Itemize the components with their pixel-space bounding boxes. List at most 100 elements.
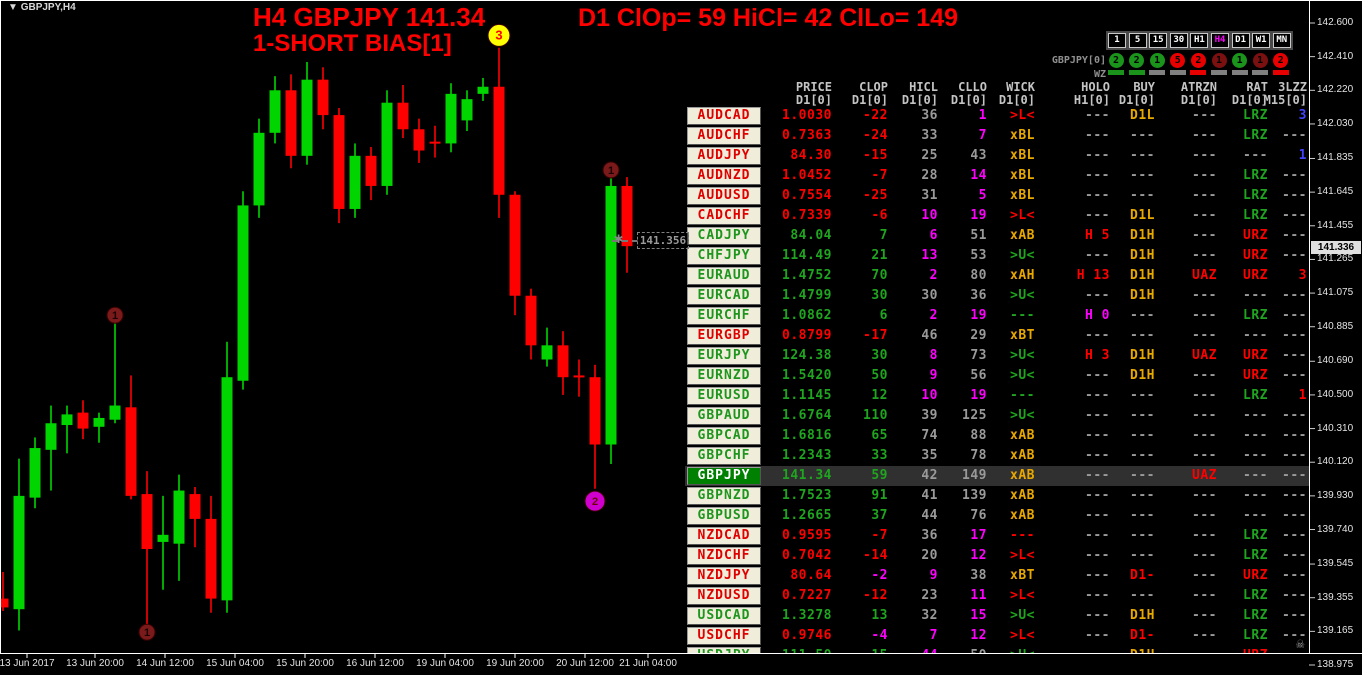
pair-label-gbpusd[interactable]: GBPUSD: [687, 507, 761, 525]
table-cell: 1: [1298, 388, 1307, 403]
strength-circle: 2: [1108, 52, 1124, 68]
pair-label-cadchf[interactable]: CADCHF: [687, 207, 761, 225]
table-cell: ---: [1085, 368, 1110, 383]
table-cell: 29: [970, 328, 987, 343]
candle-body: [605, 185, 617, 445]
pair-label-usdchf[interactable]: USDCHF: [687, 627, 761, 645]
table-cell: 114.49: [782, 248, 832, 263]
table-cell: xAH: [1010, 268, 1035, 283]
pair-label-audusd[interactable]: AUDUSD: [687, 187, 761, 205]
table-cell: xAB: [1010, 228, 1035, 243]
table-cell: 0.7363: [782, 128, 832, 143]
table-cell: >L<: [1010, 588, 1035, 603]
table-cell: -6: [871, 208, 888, 223]
pair-label-gbpchf[interactable]: GBPCHF: [687, 447, 761, 465]
pair-label-eurnzd[interactable]: EURNZD: [687, 367, 761, 385]
timeframe-button-mn[interactable]: MN: [1272, 33, 1291, 48]
table-cell: ---: [1282, 188, 1307, 203]
pair-label-euraud[interactable]: EURAUD: [687, 267, 761, 285]
pair-label-gbpnzd[interactable]: GBPNZD: [687, 487, 761, 505]
chart-window-title[interactable]: ▼ GBPJPY,H4: [8, 2, 76, 13]
table-cell: ---: [1243, 408, 1268, 423]
table-cell: ---: [1192, 308, 1217, 323]
pair-label-eurchf[interactable]: EURCHF: [687, 307, 761, 325]
table-cell: ---: [1282, 248, 1307, 263]
table-cell: >L<: [1010, 628, 1035, 643]
table-cell: -17: [863, 328, 888, 343]
table-cell: ---: [1085, 248, 1110, 263]
table-cell: ---: [1085, 448, 1110, 463]
candle-body: [573, 375, 585, 378]
table-cell: -22: [863, 108, 888, 123]
table-cell: 0.7227: [782, 588, 832, 603]
table-cell: D1L: [1130, 108, 1155, 123]
pair-label-gbpcad[interactable]: GBPCAD: [687, 427, 761, 445]
table-cell: 125: [962, 408, 987, 423]
candle-body: [397, 102, 409, 130]
timeframe-button-30[interactable]: 30: [1169, 33, 1188, 48]
table-cell: 28: [921, 168, 938, 183]
pair-label-audjpy[interactable]: AUDJPY: [687, 147, 761, 165]
timeframe-button-h4[interactable]: H4: [1211, 33, 1229, 48]
table-cell: 9: [929, 368, 938, 383]
pair-label-eurgbp[interactable]: EURGBP: [687, 327, 761, 345]
pair-label-cadjpy[interactable]: CADJPY: [687, 227, 761, 245]
candle-body: [381, 102, 393, 186]
wz-bar: [1169, 70, 1186, 75]
table-cell: xAB: [1010, 508, 1035, 523]
table-cell: 6: [879, 308, 888, 323]
candle-body: [429, 141, 441, 144]
table-cell: ---: [1130, 528, 1155, 543]
timeframe-button-h1[interactable]: H1: [1190, 33, 1209, 48]
column-subheader: D1[0]: [851, 93, 888, 107]
table-cell: 1.3278: [782, 608, 832, 623]
table-cell: 20: [921, 548, 938, 563]
table-cell: ---: [1192, 648, 1217, 653]
table-cell: 46: [921, 328, 938, 343]
pair-label-usdcad[interactable]: USDCAD: [687, 607, 761, 625]
candle-body: [317, 79, 329, 116]
candle-body: [333, 115, 345, 209]
pair-label-gbpaud[interactable]: GBPAUD: [687, 407, 761, 425]
pair-label-nzdchf[interactable]: NZDCHF: [687, 547, 761, 565]
table-cell: xAB: [1010, 428, 1035, 443]
table-cell: 80.64: [790, 568, 832, 583]
pair-label-audchf[interactable]: AUDCHF: [687, 127, 761, 145]
table-cell: ---: [1192, 428, 1217, 443]
signal-marker-number: 1: [144, 627, 150, 639]
pair-label-audcad[interactable]: AUDCAD: [687, 107, 761, 125]
price-axis-label: 139.355: [1317, 591, 1354, 603]
table-cell: ---: [1282, 228, 1307, 243]
daily-stats-label: D1 ClOp= 59 HiCl= 42 ClLo= 149: [578, 4, 959, 32]
table-cell: 7: [929, 628, 938, 643]
table-cell: ---: [1192, 448, 1217, 463]
pair-label-nzdusd[interactable]: NZDUSD: [687, 587, 761, 605]
table-cell: UAZ: [1192, 268, 1217, 283]
pair-label-nzdcad[interactable]: NZDCAD: [687, 527, 761, 545]
pair-label-eurjpy[interactable]: EURJPY: [687, 347, 761, 365]
timeframe-button-d1[interactable]: D1: [1231, 33, 1250, 48]
pair-label-chfjpy[interactable]: CHFJPY: [687, 247, 761, 265]
table-cell: 8: [929, 348, 938, 363]
table-cell: ---: [1282, 348, 1307, 363]
timeframe-button-15[interactable]: 15: [1149, 33, 1168, 48]
table-cell: 42: [921, 468, 938, 483]
table-cell: 1.7523: [782, 488, 832, 503]
table-cell: 32: [921, 608, 938, 623]
pair-label-gbpjpy[interactable]: GBPJPY: [687, 467, 761, 485]
table-cell: 37: [871, 508, 888, 523]
timeframe-button-w1[interactable]: W1: [1252, 33, 1271, 48]
pair-label-nzdjpy[interactable]: NZDJPY: [687, 567, 761, 585]
pair-label-usdjpy[interactable]: USDJPY: [687, 647, 761, 653]
pair-label-eurcad[interactable]: EURCAD: [687, 287, 761, 305]
pair-label-eurusd[interactable]: EURUSD: [687, 387, 761, 405]
candle-body: [93, 417, 105, 427]
table-cell: ---: [1192, 168, 1217, 183]
table-cell: ---: [1085, 128, 1110, 143]
timeframe-button-1[interactable]: 1: [1108, 33, 1126, 48]
candle-body: [29, 448, 41, 498]
candle-body: [77, 412, 89, 429]
table-cell: -2: [871, 568, 888, 583]
timeframe-button-5[interactable]: 5: [1128, 33, 1147, 48]
pair-label-audnzd[interactable]: AUDNZD: [687, 167, 761, 185]
